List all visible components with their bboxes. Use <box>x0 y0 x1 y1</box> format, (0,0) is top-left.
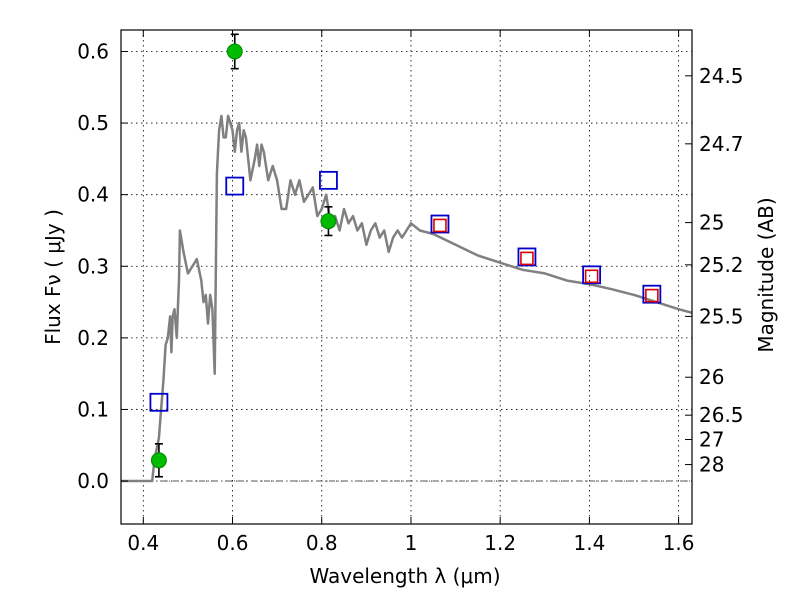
model-photometry-square <box>582 265 602 285</box>
right-tick-label: 26.5 <box>699 403 744 427</box>
x-tick-label: 0.6 <box>217 531 249 555</box>
ir-photometry-square <box>584 269 599 284</box>
right-tick-label: 26 <box>699 365 724 389</box>
observed-flux-point <box>320 213 337 230</box>
ir-photometry-square <box>433 218 447 233</box>
y-tick-label: 0.1 <box>77 397 109 421</box>
y-tick-label: 0.0 <box>77 469 109 493</box>
y-tick-label: 0.2 <box>77 326 109 350</box>
right-tick-label: 24.7 <box>699 132 744 156</box>
model-photometry-square <box>517 247 537 267</box>
x-tick-label: 0.8 <box>306 531 338 555</box>
y-tick-label: 0.6 <box>77 39 109 63</box>
right-tick-label: 28 <box>699 453 724 477</box>
y-axis-label-right: Magnitude (AB) <box>754 197 778 352</box>
y-tick-label: 0.3 <box>77 254 109 278</box>
x-tick-label: 1.2 <box>484 531 516 555</box>
model-photometry-square <box>149 392 169 412</box>
right-tick-label: 25.5 <box>699 304 744 328</box>
model-photometry-square <box>319 170 338 190</box>
y-tick-label: 0.5 <box>77 111 109 135</box>
y-axis-label: Flux Fν ( μJy ) <box>41 209 65 345</box>
model-photometry-square <box>430 214 450 234</box>
right-tick-label: 25.2 <box>699 253 744 277</box>
plot-frame <box>120 29 693 525</box>
ir-photometry-square <box>645 288 659 303</box>
y-tick-label: 0.4 <box>77 183 109 207</box>
x-tick-label: 1.4 <box>573 531 605 555</box>
x-tick-label: 1 <box>405 531 418 555</box>
right-tick-label: 27 <box>699 428 724 452</box>
right-tick-label: 24.5 <box>699 64 744 88</box>
axis-ticks: 0.4 0.6 0.8 1 1.2 1.4 1.6 0.0 0.1 0.2 0.3 0.4 0.5 0.6… <box>77 30 744 555</box>
model-photometry-square <box>642 284 662 304</box>
x-axis-label: Wavelength λ (μm) <box>309 564 500 588</box>
ir-photometry-square <box>520 251 534 266</box>
x-tick-label: 0.4 <box>127 531 159 555</box>
plot-area <box>121 33 693 483</box>
right-tick-label: 25 <box>699 211 724 235</box>
model-sed-line <box>121 114 693 483</box>
observed-flux-point <box>226 43 243 60</box>
x-tick-label: 1.6 <box>663 531 695 555</box>
grid-lines <box>121 30 692 524</box>
model-photometry-square <box>225 176 245 196</box>
observed-flux-point <box>150 452 167 469</box>
